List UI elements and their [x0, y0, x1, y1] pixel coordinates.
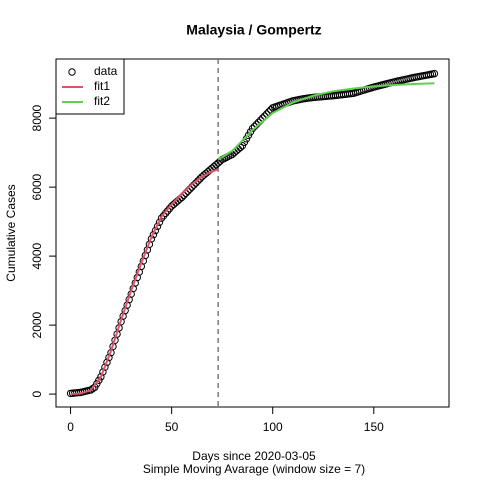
y-tick-label: 2000: [30, 311, 44, 338]
chart-title: Malaysia / Gompertz: [186, 22, 321, 38]
legend-label: data: [94, 64, 118, 78]
y-tick-label: 8000: [30, 104, 44, 131]
data-point: [196, 175, 204, 183]
x-tick-label: 50: [165, 420, 179, 434]
data-point: [430, 69, 439, 78]
x-tick-label: 100: [263, 420, 283, 434]
fit-line: [217, 82, 435, 161]
data-point: [99, 368, 107, 376]
subtitle: Simple Moving Avarage (window size = 7): [143, 462, 365, 476]
y-axis-label: Cumulative Cases: [4, 184, 18, 281]
data-point: [236, 143, 245, 152]
y-tick-label: 4000: [30, 242, 44, 269]
legend-label: fit2: [94, 94, 110, 108]
x-tick-label: 150: [364, 420, 384, 434]
x-tick-label: 0: [67, 420, 74, 434]
x-axis-label: Days since 2020-03-05: [192, 449, 316, 463]
data-point: [89, 384, 97, 393]
y-tick-label: 0: [30, 390, 44, 397]
data-point: [97, 373, 105, 381]
legend-symbol: [68, 68, 76, 76]
y-tick-label: 6000: [30, 173, 44, 200]
legend-label: fit1: [94, 79, 110, 93]
data-point: [194, 177, 202, 185]
fit-line: [70, 168, 219, 396]
